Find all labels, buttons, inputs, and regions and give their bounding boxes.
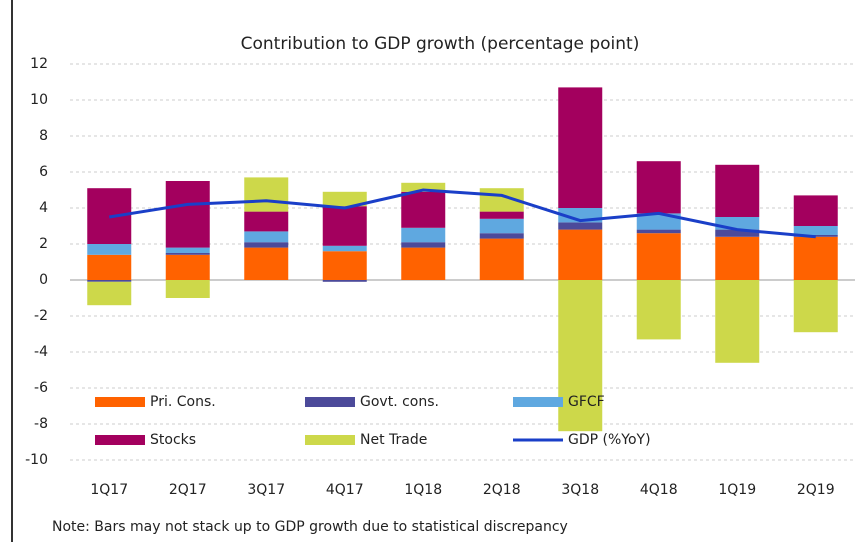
bar bbox=[479, 238, 524, 280]
legend-swatch bbox=[95, 435, 145, 445]
gdp-line bbox=[109, 188, 816, 239]
legend-swatch bbox=[305, 435, 355, 445]
y-tick-label: 8 bbox=[39, 128, 48, 144]
bar bbox=[244, 242, 289, 248]
x-tick-label: 1Q17 bbox=[90, 482, 128, 498]
bar bbox=[165, 247, 210, 253]
bar bbox=[558, 229, 603, 280]
bar bbox=[322, 251, 367, 280]
bar bbox=[636, 229, 681, 234]
y-tick-label: -10 bbox=[25, 452, 48, 468]
bar bbox=[793, 226, 838, 235]
chart-title: Contribution to GDP growth (percentage p… bbox=[241, 34, 640, 54]
y-tick-label: 10 bbox=[30, 92, 48, 108]
bar bbox=[401, 242, 446, 248]
bar bbox=[165, 254, 210, 280]
y-tick-label: 6 bbox=[39, 164, 48, 180]
bar bbox=[558, 87, 603, 208]
bar bbox=[715, 229, 760, 237]
bar bbox=[401, 182, 446, 192]
y-tick-label: 2 bbox=[39, 236, 48, 252]
bar bbox=[244, 211, 289, 232]
legend-label: Net Trade bbox=[360, 432, 427, 448]
bar bbox=[87, 281, 132, 306]
bar bbox=[636, 213, 681, 230]
y-tick-label: 0 bbox=[39, 272, 48, 288]
x-tick-label: 2Q18 bbox=[483, 482, 521, 498]
legend-swatch bbox=[513, 397, 563, 407]
legend-label: Stocks bbox=[150, 432, 196, 448]
y-tick-label: 4 bbox=[39, 200, 48, 216]
bar bbox=[87, 244, 132, 255]
bar bbox=[401, 227, 446, 243]
bar bbox=[636, 161, 681, 214]
bar bbox=[322, 206, 367, 246]
legend-label: Pri. Cons. bbox=[150, 394, 216, 410]
bar bbox=[244, 177, 289, 212]
bar bbox=[793, 195, 838, 226]
x-tick-label: 1Q18 bbox=[404, 482, 442, 498]
x-tick-label: 2Q19 bbox=[797, 482, 835, 498]
bar bbox=[558, 280, 603, 432]
y-tick-label: 12 bbox=[30, 56, 48, 72]
bar bbox=[165, 280, 210, 298]
bar bbox=[715, 236, 760, 280]
bar bbox=[322, 191, 367, 207]
bar bbox=[244, 247, 289, 280]
x-tick-label: 2Q17 bbox=[169, 482, 207, 498]
bar bbox=[87, 254, 132, 280]
y-tick-label: -4 bbox=[34, 344, 48, 360]
legend-label: GFCF bbox=[568, 394, 605, 410]
bar bbox=[479, 211, 524, 219]
bar bbox=[479, 233, 524, 239]
bar bbox=[165, 253, 210, 255]
bar bbox=[793, 236, 838, 280]
bar bbox=[715, 164, 760, 217]
legend-label: GDP (%YoY) bbox=[568, 432, 651, 448]
y-tick-label: -6 bbox=[34, 380, 48, 396]
x-tick-label: 3Q18 bbox=[561, 482, 599, 498]
bar bbox=[558, 222, 603, 230]
y-tick-label: -2 bbox=[34, 308, 48, 324]
bar bbox=[244, 231, 289, 243]
bar bbox=[322, 245, 367, 252]
legend-swatch bbox=[305, 397, 355, 407]
y-tick-label: -8 bbox=[34, 416, 48, 432]
bar bbox=[401, 247, 446, 280]
bar bbox=[636, 233, 681, 280]
x-tick-label: 4Q18 bbox=[640, 482, 678, 498]
bar bbox=[87, 280, 132, 282]
bar bbox=[322, 280, 367, 282]
bar bbox=[715, 280, 760, 363]
legend-label: Govt. cons. bbox=[360, 394, 439, 410]
bar bbox=[636, 280, 681, 340]
x-tick-label: 4Q17 bbox=[326, 482, 364, 498]
bar bbox=[165, 181, 210, 248]
bar bbox=[401, 191, 446, 228]
note: Note: Bars may not stack up to GDP growt… bbox=[52, 519, 568, 535]
x-tick-label: 3Q17 bbox=[247, 482, 285, 498]
bar bbox=[793, 280, 838, 333]
bar bbox=[479, 218, 524, 234]
legend-swatch bbox=[95, 397, 145, 407]
x-tick-label: 1Q19 bbox=[718, 482, 756, 498]
